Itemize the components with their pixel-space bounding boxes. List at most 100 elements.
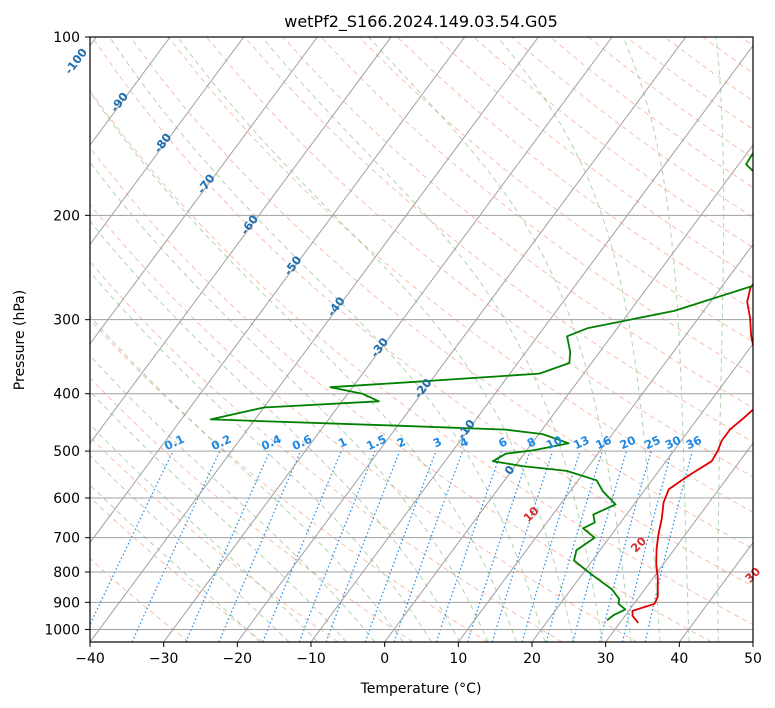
x-tick-label: 30	[597, 651, 615, 667]
isotherm-line	[90, 37, 539, 642]
y-tick-label: 1000	[44, 622, 80, 638]
skewed-isotherm-label: -20	[411, 376, 435, 401]
mixing-ratio-line	[621, 450, 673, 642]
temperature-profile-line	[631, 282, 753, 624]
dry-adiabat-line	[91, 37, 753, 587]
x-tick-label: 20	[523, 651, 541, 667]
plot-frame	[89, 36, 754, 643]
moist-adiabat-line	[109, 37, 546, 642]
mixing-ratio-line	[325, 450, 401, 642]
series-layer	[209, 151, 753, 624]
moist-adiabat-line	[90, 423, 319, 642]
mixing-ratio-label: 36	[683, 433, 703, 452]
isotherm-line	[531, 342, 753, 642]
isotherm-line	[678, 541, 753, 642]
dewpoint-profile-line	[209, 151, 753, 622]
dry-adiabat-line	[90, 260, 563, 642]
mixing-ratio-line	[364, 450, 437, 642]
mixing-ratio-line	[90, 450, 174, 626]
moist-adiabat-line	[90, 315, 404, 642]
mixing-ratio-line	[262, 450, 342, 642]
mixing-ratio-line	[572, 450, 627, 642]
isotherm-line	[752, 641, 753, 642]
skewed-isotherm-label: -100	[62, 46, 91, 77]
mixing-ratio-label: 20	[618, 433, 638, 452]
skewed-isotherm-label: -80	[151, 130, 175, 155]
mixing-ratio-label: 0.2	[209, 432, 233, 453]
dry-adiabat-line	[129, 37, 753, 550]
isotherm-line	[90, 37, 392, 445]
dry-adiabat-line	[549, 37, 753, 189]
moist-adiabat-line	[90, 91, 517, 642]
isotherm-line	[90, 37, 245, 246]
dry-adiabat-line	[168, 37, 753, 513]
x-tick-label: 50	[744, 651, 762, 667]
dry-adiabat-label: 10	[520, 504, 541, 525]
axes: −40 −30 −20 −10 0 10 20 30 40 5010020030040050060…	[44, 30, 762, 667]
mixing-ratio-line	[435, 450, 503, 642]
isotherm-line	[90, 37, 318, 345]
mixing-ratio-label: 0.4	[259, 432, 283, 453]
y-tick-label: 600	[53, 491, 80, 507]
isotherm-line	[90, 37, 171, 146]
x-tick-label: −40	[75, 651, 105, 667]
y-tick-label: 300	[53, 313, 80, 329]
moist-adiabat-line	[90, 390, 347, 642]
skewed-isotherm-label: -70	[194, 171, 218, 196]
dry-adiabat-line	[320, 37, 753, 376]
mixing-ratio-line	[545, 450, 603, 642]
mixing-ratio-label: 30	[663, 433, 683, 452]
skewed-isotherm-label: -50	[281, 253, 305, 278]
x-tick-label: 0	[380, 651, 389, 667]
moist-adiabat-line	[368, 37, 632, 642]
mixing-ratio-label: 16	[593, 433, 613, 452]
skewed-isotherm-label: -40	[324, 294, 348, 319]
moist-adiabat-line	[497, 37, 661, 642]
dry-adiabat-line	[90, 89, 753, 626]
skewed-isotherm-label: -90	[107, 90, 131, 115]
mixing-ratio-label: 6	[496, 434, 509, 450]
mixing-ratio-line	[393, 450, 464, 642]
isotherm-line	[384, 144, 753, 642]
dry-adiabat-line	[664, 37, 753, 102]
mixing-ratio-label: 25	[642, 433, 662, 452]
chart-title: wetPf2_S166.2024.149.03.54.G05	[284, 12, 558, 32]
mixing-ratio-label: 1	[336, 434, 349, 450]
mixing-ratio-label: 3	[431, 434, 444, 450]
y-tick-label: 900	[53, 595, 80, 611]
dry-adiabat-line	[740, 37, 753, 47]
moist-adiabat-line	[90, 271, 432, 642]
y-axis-label: Pressure (hPa)	[12, 290, 28, 390]
x-tick-label: 10	[449, 651, 467, 667]
mixing-ratio-line	[185, 450, 271, 642]
x-axis-label: Temperature (°C)	[360, 681, 482, 697]
moist-adiabat-line	[90, 454, 290, 642]
x-tick-label: −30	[149, 651, 179, 667]
dry-adiabat-line	[90, 146, 712, 642]
mixing-ratio-line	[131, 450, 221, 642]
dry-adiabat-line	[90, 436, 339, 642]
mixing-ratio-label: 8	[525, 434, 538, 450]
dry-adiabat-line	[702, 37, 753, 74]
moist-adiabat-line	[715, 37, 725, 642]
skewed-isotherm-label: -60	[237, 212, 261, 237]
mixing-ratio-line	[466, 450, 531, 642]
y-tick-label: 500	[53, 444, 80, 460]
x-tick-label: 40	[670, 651, 688, 667]
dry-adiabat-line	[358, 37, 753, 343]
isotherm-line	[310, 44, 753, 642]
skewed-isotherm-label: -30	[368, 335, 392, 360]
mixing-ratio-line	[218, 450, 302, 642]
y-tick-label: 200	[53, 208, 80, 224]
y-tick-label: 700	[53, 531, 80, 547]
isotherm-line	[163, 37, 613, 642]
mixing-ratio-line	[298, 450, 376, 642]
mixing-ratio-label: 2	[395, 434, 408, 450]
moist-adiabat-line	[90, 220, 461, 642]
x-tick-label: −20	[223, 651, 253, 667]
dry-adiabat-line	[90, 377, 414, 642]
mixing-ratio-line	[491, 450, 554, 642]
moist-adiabat-line	[177, 37, 575, 642]
mixing-ratio-line	[521, 450, 581, 642]
